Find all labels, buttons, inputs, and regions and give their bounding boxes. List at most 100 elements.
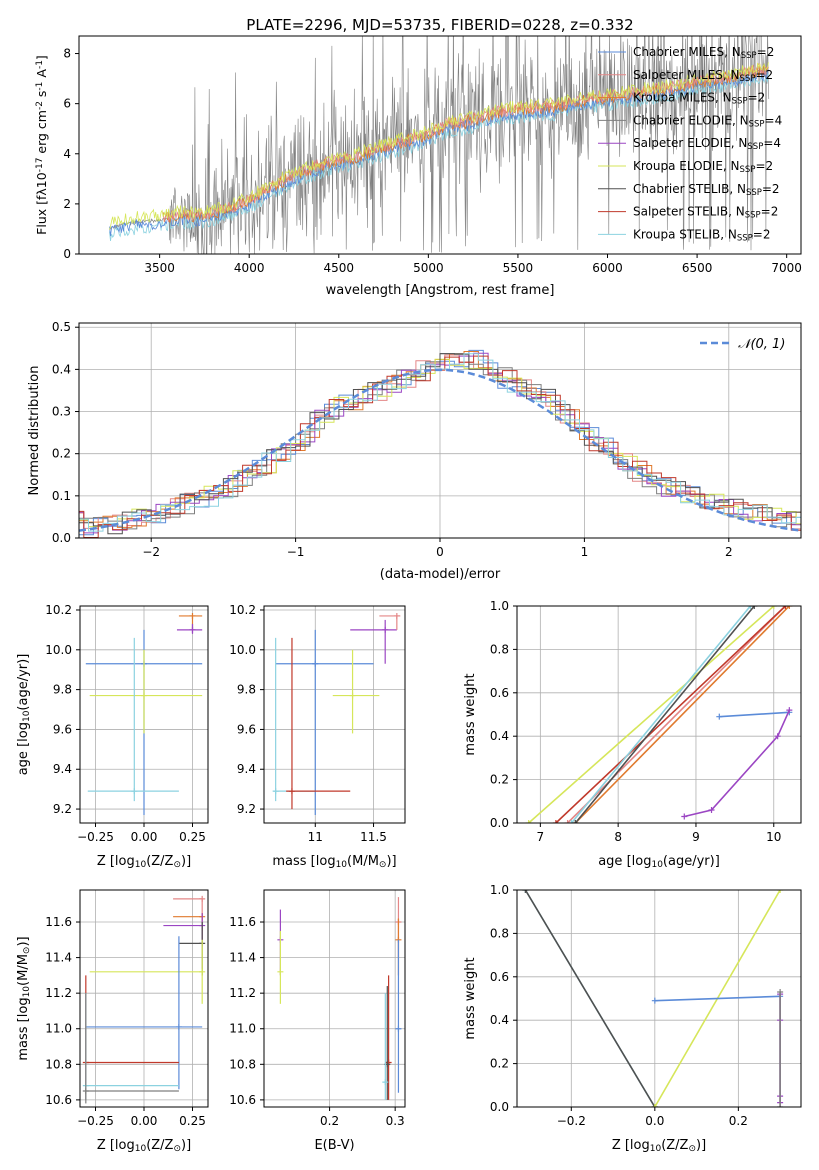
marker-salpeter_elodie [382,626,389,633]
gaussian-curve [79,368,801,532]
y-tick-label: 0.2 [490,773,509,787]
y-tick-label: 0.0 [490,816,509,830]
series-salpeter_elodie [684,709,791,818]
x-tick-label: 8 [614,830,622,844]
marker-chabrier_miles [175,1023,182,1030]
marker-kroupa_elodie [277,968,284,975]
histogram-salpeter_stelib [79,355,801,538]
spectrum-legend: Chabrier MILES, NSSP=2 Salpeter MILES, NS… [598,45,782,244]
histogram-chabrier_stelib [79,353,801,535]
series-salpeter_miles [567,606,786,823]
y-tick-label: 11.4 [45,951,72,965]
plot-area [277,897,402,1100]
y-tick-label: 0.4 [490,729,509,743]
marker-salpeter_miles [199,895,206,902]
series-chabrier_stelib [574,606,755,823]
y-tick-label: 0.0 [490,1100,509,1114]
marker-salpeter_stelib [782,606,789,609]
y-tick-label: 0.2 [52,447,71,461]
marker-kroupa_stelib [272,788,279,795]
frame [263,605,406,824]
marker-chabrier_miles [716,713,723,720]
y-tick-label: 11.6 [45,915,72,929]
observed-spectrum [109,36,770,254]
x-tick-label: −0.25 [77,830,114,844]
frame [263,889,406,1108]
y-tick-label: 11.6 [229,915,256,929]
plot-area [82,895,206,1104]
marker-chabrier_elodie [777,1104,784,1107]
y-tick-label: 10.2 [45,603,72,617]
y-tick-label: 10.8 [45,1057,72,1071]
y-tick-label: 10.2 [229,603,256,617]
y-tick-label: 10.8 [229,1057,256,1071]
x-tick-label: 0 [436,545,444,559]
y-tick-label: 10.0 [45,643,72,657]
legend-label: Chabrier ELODIE, NSSP=4 [633,113,782,129]
series-kroupa_elodie [528,606,775,823]
y-tick-label: 0.6 [490,686,509,700]
marker-kroupa_stelib [382,1079,389,1086]
x-tick-label: 0.25 [179,830,206,844]
marker-chabrier_miles [395,1025,402,1032]
panel-residuals: −2 −1 0 1 2 0.0 0.1 0.2 0.3 0.4 0.5 (data-model)/er… [27,320,802,582]
legend-label: Salpeter ELODIE, NSSP=4 [633,136,781,152]
series-chabrier_miles [654,995,781,1002]
marker-kroupa_stelib [131,788,138,795]
marker-salpeter_elodie [786,707,793,714]
spectrum-plot-area [109,36,770,254]
x-axis-label: Z [log10(Z/Z⊙)] [97,1138,191,1154]
y-tick-label: 0.2 [490,1057,509,1071]
y-tick-label: 8 [63,47,71,61]
y-tick-label: 0.3 [52,405,71,419]
spectrum-ticks: 3500 4000 4500 5000 5500 6000 6500 7000 0 2 4 6 8 wav… [34,47,802,298]
y-axis-label: Normed distribution [27,366,42,496]
frame [516,889,802,1108]
legend-label: Kroupa ELODIE, NSSP=2 [633,159,773,175]
series-salpeter_stelib [555,606,786,823]
x-tick-label: 7 [537,830,545,844]
marker-kroupa_elodie [770,606,777,609]
plot-area [272,612,401,816]
panel-weight_vs_z: −0.2 0.0 0.2 0.0 0.2 0.4 0.6 0.8 1.0 Z [log10(Z/Z… [463,883,802,1154]
marker-kroupa_elodie [777,890,784,893]
y-tick-label: 11.4 [229,951,256,965]
marker-chabrier_miles [651,997,658,1004]
y-axis-label: mass weight [463,673,478,755]
marker-salpeter_miles [564,820,571,823]
x-axis-label: Z [log10(Z/Z⊙)] [97,854,191,870]
y-tick-label: 9.6 [53,722,72,736]
marker-kroupa_stelib [747,606,754,609]
x-tick-label: 1 [581,545,589,559]
x-tick-label: 9 [692,830,700,844]
y-tick-label: 11.2 [45,986,72,1000]
y-tick-label: 1.0 [490,883,509,897]
x-tick-label: 6000 [592,261,623,275]
y-tick-label: 0.8 [490,642,509,656]
y-tick-label: 9.6 [237,722,256,736]
legend-label: Salpeter STELIB, NSSP=2 [633,205,778,221]
x-tick-label: 10 [766,830,781,844]
y-tick-label: 10.0 [229,643,256,657]
y-tick-label: 4 [63,147,71,161]
marker-kroupa_stelib [568,820,575,823]
legend-label: Kroupa MILES, NSSP=2 [633,91,765,107]
y-tick-label: 0.5 [52,320,71,334]
series-kroupa_stelib [570,606,752,823]
marker-salpeter_elodie [681,813,688,820]
x-tick-label: 0.00 [131,830,158,844]
x-tick-label: 0.2 [320,1114,339,1128]
x-tick-label: 5500 [503,261,534,275]
legend-label: Salpeter MILES, NSSP=2 [633,68,773,84]
y-tick-label: 0.1 [52,489,71,503]
x-tick-label: 4000 [234,261,265,275]
marker-salpeter_elodie [774,733,781,740]
marker-chabrier_elodie [82,1087,89,1094]
series-chabrier_stelib [524,890,656,1107]
panel-age_vs_mass: 11 11.5 9.2 9.4 9.6 9.8 10.0 10.2 mass [log10(M/… [229,603,406,870]
frame [516,605,802,824]
legend-label: Kroupa STELIB, NSSP=2 [633,227,771,243]
marker-kroupa_miles [786,606,793,609]
marker-kroupa_miles [189,612,196,619]
